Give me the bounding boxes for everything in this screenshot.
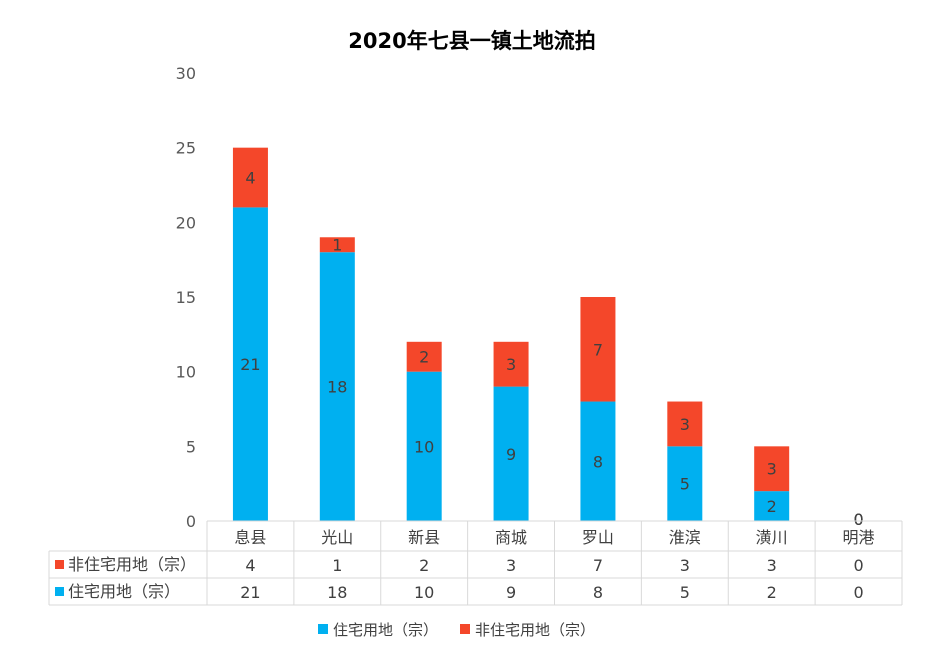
category-label-7: 明港 xyxy=(843,528,875,547)
bar-0-1 xyxy=(319,252,355,521)
data-label-0-7: 0 xyxy=(853,510,863,529)
bar-1-5 xyxy=(667,401,703,447)
table-cell-0-3: 9 xyxy=(506,583,516,602)
legend: 住宅用地（宗） 非住宅用地（宗） xyxy=(318,621,595,639)
data-label-0-1: 18 xyxy=(327,378,347,397)
y-tick-label-3: 15 xyxy=(176,288,196,307)
legend-key-1 xyxy=(460,624,470,634)
category-label-2: 新县 xyxy=(408,528,440,547)
table-cell-0-1: 18 xyxy=(327,583,347,602)
y-tick-label-4: 20 xyxy=(176,213,196,232)
data-label-1-2: 2 xyxy=(419,348,429,367)
table-legend-key-1 xyxy=(55,560,64,569)
y-axis: 0 5 10 15 20 25 30 xyxy=(176,64,196,531)
bar-1-3 xyxy=(493,341,529,387)
data-label-1-3: 3 xyxy=(506,355,516,374)
table-cell-0-4: 8 xyxy=(593,583,603,602)
bar-0-0 xyxy=(232,207,268,521)
table-cell-1-7: 0 xyxy=(853,556,863,575)
y-tick-label-0: 0 xyxy=(186,512,196,531)
y-tick-label-5: 25 xyxy=(176,139,196,158)
data-label-1-1: 1 xyxy=(332,236,342,255)
bar-0-2 xyxy=(406,371,442,521)
table-cell-1-1: 1 xyxy=(332,556,342,575)
table-cell-0-2: 10 xyxy=(414,583,434,602)
bar-1-2 xyxy=(406,341,442,372)
category-label-6: 潢川 xyxy=(756,528,788,547)
table-cell-1-0: 4 xyxy=(245,556,255,575)
data-label-0-5: 5 xyxy=(680,475,690,494)
legend-key-0 xyxy=(318,624,328,634)
data-label-1-7: 0 xyxy=(853,510,863,529)
table-cell-0-0: 21 xyxy=(240,583,260,602)
data-label-1-5: 3 xyxy=(680,415,690,434)
y-tick-label-1: 5 xyxy=(186,437,196,456)
category-label-1: 光山 xyxy=(321,528,353,547)
table-row-label-0: 住宅用地（宗） xyxy=(68,582,180,601)
data-label-0-4: 8 xyxy=(593,452,603,471)
y-tick-label-2: 10 xyxy=(176,363,196,382)
bar-1-1 xyxy=(319,237,355,253)
bar-0-3 xyxy=(493,386,529,521)
table-legend-key-0 xyxy=(55,587,64,596)
category-label-3: 商城 xyxy=(495,528,527,547)
table-cell-0-7: 0 xyxy=(853,583,863,602)
table-cell-0-6: 2 xyxy=(767,583,777,602)
data-label-1-6: 3 xyxy=(767,460,777,479)
data-label-0-6: 2 xyxy=(767,497,777,516)
category-label-5: 淮滨 xyxy=(669,528,701,547)
bar-1-4 xyxy=(580,297,616,402)
data-label-0-3: 9 xyxy=(506,445,516,464)
bar-0-4 xyxy=(580,401,616,521)
category-label-0: 息县 xyxy=(234,528,266,547)
category-label-4: 罗山 xyxy=(582,528,614,547)
table-cell-1-4: 7 xyxy=(593,556,603,575)
legend-label-1: 非住宅用地（宗） xyxy=(475,621,595,639)
table-cell-1-6: 3 xyxy=(767,556,777,575)
table-cell-1-3: 3 xyxy=(506,556,516,575)
bar-1-6 xyxy=(754,446,790,492)
data-label-0-2: 10 xyxy=(414,437,434,456)
table-row-label-1: 非住宅用地（宗） xyxy=(68,555,196,574)
bar-0-5 xyxy=(667,446,703,521)
y-tick-label-6: 30 xyxy=(176,64,196,83)
chart-title: 2020年七县一镇土地流拍 xyxy=(348,29,595,53)
bar-1-0 xyxy=(232,147,268,208)
legend-label-0: 住宅用地（宗） xyxy=(333,621,438,639)
data-label-1-0: 4 xyxy=(245,169,255,188)
data-label-1-4: 7 xyxy=(593,340,603,359)
table-cell-0-5: 5 xyxy=(680,583,690,602)
bar-0-6 xyxy=(754,491,790,521)
data-label-0-0: 21 xyxy=(240,355,260,374)
table-cell-1-5: 3 xyxy=(680,556,690,575)
table-cell-1-2: 2 xyxy=(419,556,429,575)
